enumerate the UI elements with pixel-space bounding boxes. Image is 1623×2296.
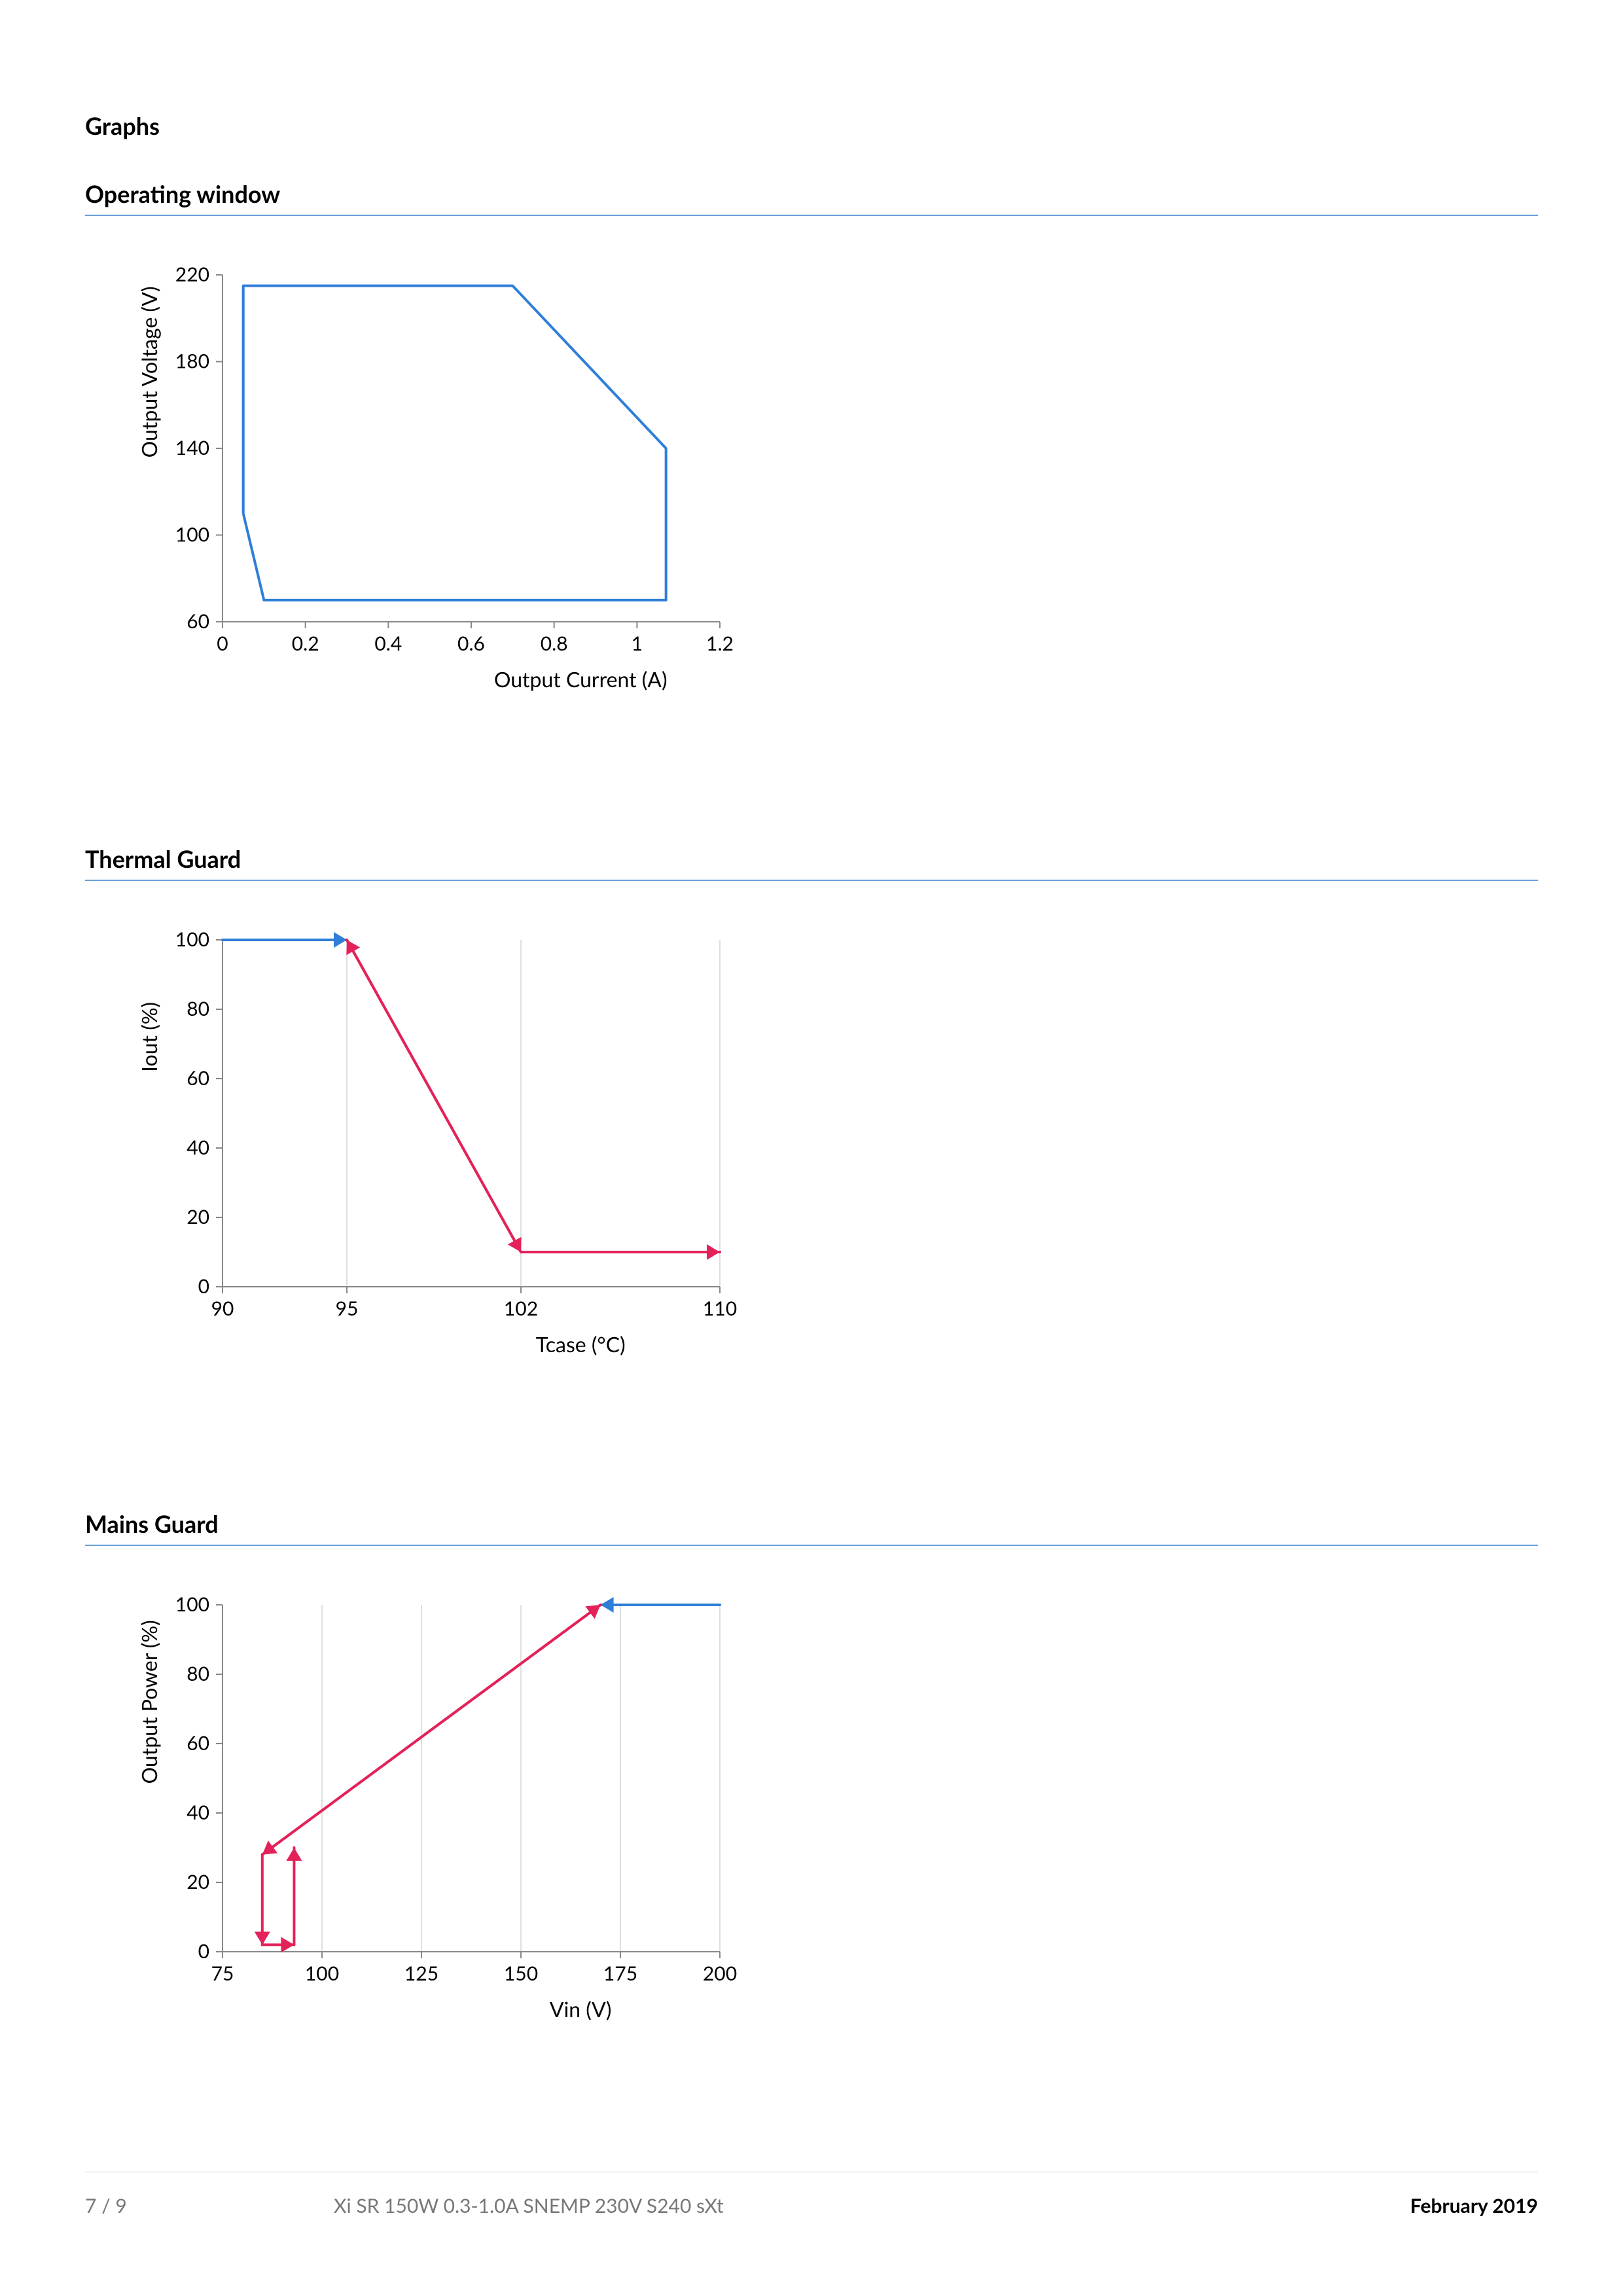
svg-text:60: 60 [187,1066,209,1090]
svg-text:1: 1 [632,632,643,655]
svg-text:Output Power (%): Output Power (%) [136,1620,162,1784]
chart-operating-window: 0 0.2 0.4 0.6 0.8 1 1.2 60 100 140 180 220 Output Cu… [131,262,1538,713]
svg-text:175: 175 [603,1962,637,1985]
chart-mains-guard: 75 100 125 150 175 200 0 20 40 60 80 100 Vin (V) Outp… [131,1592,1538,2043]
page-title: Graphs [85,111,1538,140]
svg-text:20: 20 [187,1870,209,1893]
svg-text:0.4: 0.4 [374,632,402,655]
svg-text:0.8: 0.8 [541,632,568,655]
footer-product: Xi SR 150W 0.3-1.0A SNEMP 230V S240 sXt [334,2194,1410,2217]
svg-text:20: 20 [187,1205,209,1229]
svg-text:150: 150 [504,1962,538,1985]
divider [85,215,1538,216]
svg-text:0.2: 0.2 [292,632,319,655]
footer-date: February 2019 [1410,2194,1538,2217]
svg-text:Vin (V): Vin (V) [550,1996,612,2022]
svg-text:Iout (%): Iout (%) [136,1002,162,1072]
svg-text:200: 200 [703,1962,737,1985]
svg-text:60: 60 [187,609,209,633]
svg-text:220: 220 [175,262,209,286]
svg-text:110: 110 [703,1297,737,1320]
svg-text:102: 102 [504,1297,538,1320]
svg-text:Tcase (°C): Tcase (°C) [536,1331,626,1357]
svg-text:100: 100 [305,1962,339,1985]
divider [85,880,1538,881]
section-title-mains-guard: Mains Guard [85,1509,1538,1538]
svg-text:0: 0 [198,1274,209,1298]
svg-text:75: 75 [211,1962,234,1985]
svg-text:40: 40 [187,1801,209,1824]
operating-window-svg: 0 0.2 0.4 0.6 0.8 1 1.2 60 100 140 180 220 Output Cu… [131,262,798,713]
svg-text:80: 80 [187,1662,209,1685]
svg-text:0: 0 [217,632,228,655]
footer-page-number: 7 / 9 [85,2194,334,2217]
svg-text:Output Voltage (V): Output Voltage (V) [136,286,162,457]
svg-text:1.2: 1.2 [706,632,734,655]
svg-text:125: 125 [404,1962,438,1985]
svg-text:95: 95 [336,1297,359,1320]
svg-text:100: 100 [175,1592,209,1616]
svg-text:80: 80 [187,997,209,1020]
page-footer: 7 / 9 Xi SR 150W 0.3-1.0A SNEMP 230V S24… [85,2172,1538,2217]
svg-text:100: 100 [175,927,209,951]
chart-thermal-guard: 90 95 102 110 0 20 40 60 80 100 Tcase (°C) Iout (%) [131,927,1538,1378]
svg-text:Output Current (A): Output Current (A) [494,666,668,692]
svg-text:60: 60 [187,1731,209,1755]
svg-text:140: 140 [175,436,209,459]
svg-text:0: 0 [198,1939,209,1963]
mains-guard-svg: 75 100 125 150 175 200 0 20 40 60 80 100 Vin (V) Outp… [131,1592,798,2043]
svg-text:0.6: 0.6 [457,632,485,655]
svg-text:40: 40 [187,1136,209,1159]
section-title-operating-window: Operating window [85,179,1538,208]
svg-text:100: 100 [175,523,209,547]
section-title-thermal-guard: Thermal Guard [85,844,1538,873]
svg-text:180: 180 [175,350,209,373]
divider [85,1545,1538,1546]
svg-text:90: 90 [211,1297,234,1320]
thermal-guard-svg: 90 95 102 110 0 20 40 60 80 100 Tcase (°C) Iout (%) [131,927,798,1378]
